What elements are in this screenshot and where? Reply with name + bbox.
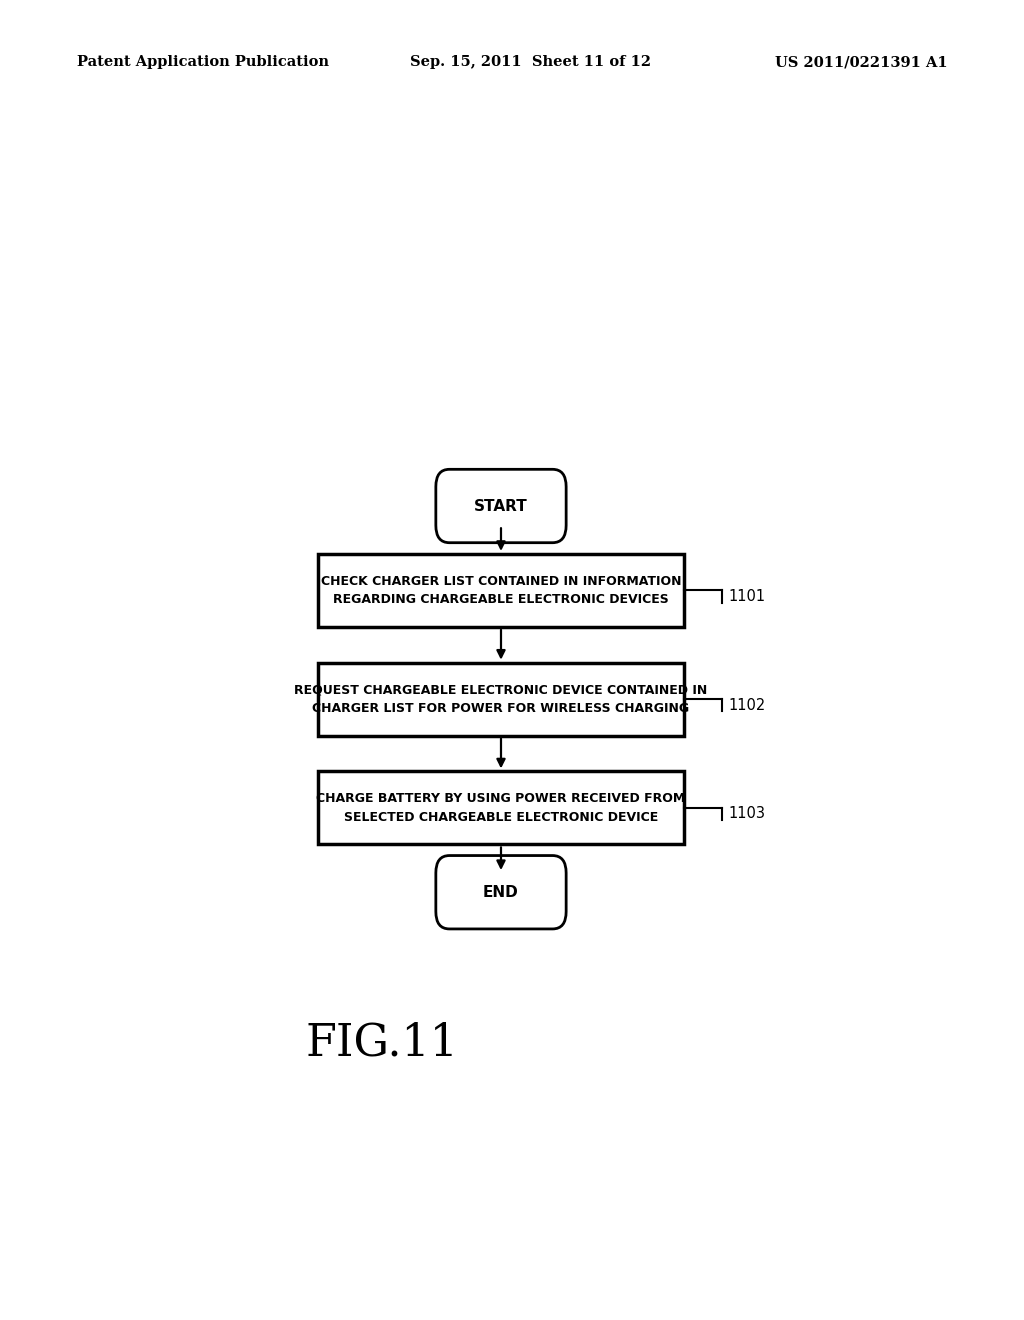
- Text: END: END: [483, 884, 519, 900]
- Text: 1103: 1103: [728, 807, 765, 821]
- Text: 1102: 1102: [728, 698, 765, 713]
- Text: Sep. 15, 2011  Sheet 11 of 12: Sep. 15, 2011 Sheet 11 of 12: [410, 55, 650, 70]
- Text: FIG.11: FIG.11: [305, 1022, 459, 1064]
- Text: US 2011/0221391 A1: US 2011/0221391 A1: [774, 55, 947, 70]
- Text: Patent Application Publication: Patent Application Publication: [77, 55, 329, 70]
- Text: CHARGE BATTERY BY USING POWER RECEIVED FROM
SELECTED CHARGEABLE ELECTRONIC DEVIC: CHARGE BATTERY BY USING POWER RECEIVED F…: [316, 792, 686, 824]
- Text: REQUEST CHARGEABLE ELECTRONIC DEVICE CONTAINED IN
CHARGER LIST FOR POWER FOR WIR: REQUEST CHARGEABLE ELECTRONIC DEVICE CON…: [294, 684, 708, 715]
- Bar: [318, 554, 684, 627]
- Bar: [318, 771, 684, 845]
- FancyBboxPatch shape: [436, 855, 566, 929]
- Text: 1101: 1101: [728, 589, 765, 605]
- FancyBboxPatch shape: [436, 470, 566, 543]
- Text: CHECK CHARGER LIST CONTAINED IN INFORMATION
REGARDING CHARGEABLE ELECTRONIC DEVI: CHECK CHARGER LIST CONTAINED IN INFORMAT…: [321, 574, 681, 606]
- Bar: [318, 663, 684, 735]
- Text: START: START: [474, 499, 527, 513]
